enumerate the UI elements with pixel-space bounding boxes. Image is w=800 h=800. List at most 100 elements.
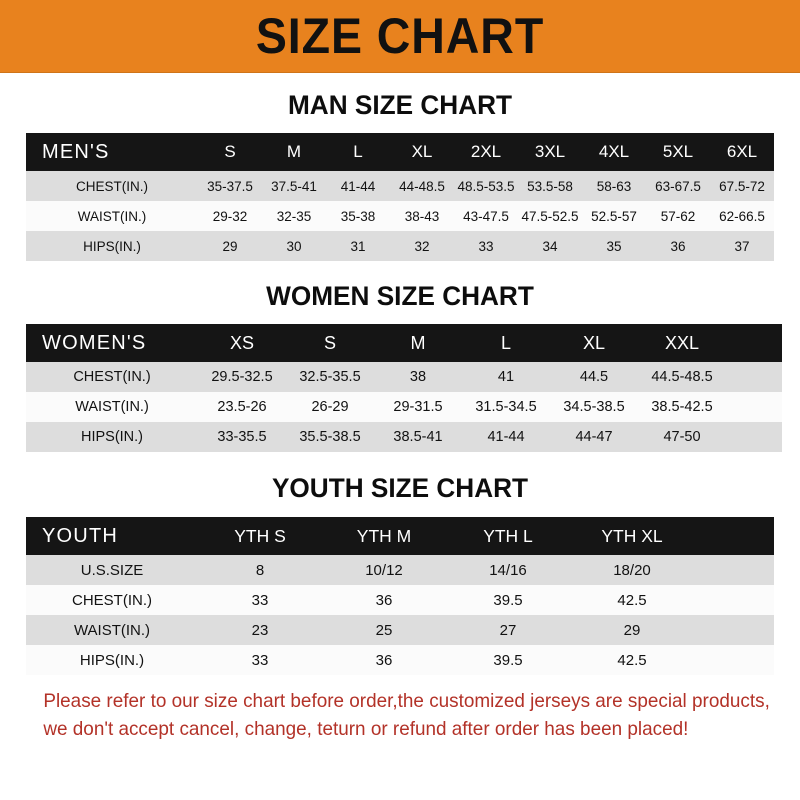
women-row-1-cell-0: 23.5-26 [217,399,267,415]
women-row-2-cell-3: 41-44 [487,429,525,445]
youth-header-row: YOUTH YTH S YTH M YTH L YTH XL [26,517,774,555]
women-row-2-cell-4: 44-47 [575,429,613,445]
women-size-col-5: XXL [664,332,700,353]
table-row: U.S.SIZE 8 10/12 14/16 18/20 [26,555,774,585]
order-policy-line-2: we don't accept cancel, change, teturn o… [43,718,689,741]
youth-row-0-cell-0: 8 [255,561,265,579]
men-size-col-0: S [224,142,236,161]
men-header-label: MEN'S [42,140,110,163]
table-row: WAIST(IN.) 29-32 32-35 35-38 38-43 43-47… [26,201,774,231]
men-row-0-label: CHEST(IN.) [76,178,148,194]
men-row-0-cell-7: 63-67.5 [655,178,701,194]
youth-size-col-1: YTH M [356,525,412,546]
youth-size-col-0: YTH S [234,525,286,546]
women-row-0-cell-0: 29.5-32.5 [211,369,273,385]
men-row-2-cell-4: 33 [478,238,494,254]
youth-header-spacer [694,517,774,555]
page-title: SIZE CHART [255,8,545,64]
youth-table-wrapper: YOUTH YTH S YTH M YTH L YTH XL U.S.SIZE … [26,517,774,675]
youth-size-col-2: YTH L [483,525,533,546]
men-row-0-cell-5: 53.5-58 [527,178,573,194]
men-size-col-2: L [353,142,363,161]
men-row-0-cell-6: 58-63 [596,178,632,194]
women-row-0-cell-3: 41 [497,369,515,385]
men-row-0-cell-8: 67.5-72 [719,178,765,194]
men-row-1-cell-6: 52.5-57 [591,208,637,224]
youth-row-3-cell-3: 42.5 [617,651,647,669]
women-header-spacer [726,324,782,362]
women-row-1-cell-1: 26-29 [311,399,349,415]
men-row-0-cell-4: 48.5-53.5 [457,178,515,194]
table-row: WAIST(IN.) 23.5-26 26-29 29-31.5 31.5-34… [26,392,782,422]
women-size-col-4: XL [582,332,606,353]
men-row-1-label: WAIST(IN.) [77,208,147,224]
table-row: HIPS(IN.) 33-35.5 35.5-38.5 38.5-41 41-4… [26,422,782,452]
women-row-2-cell-5: 47-50 [663,429,701,445]
youth-row-3-cell-0: 33 [251,651,269,669]
table-row: CHEST(IN.) 33 36 39.5 42.5 [26,585,774,615]
youth-row-1-cell-1: 36 [375,591,393,609]
women-row-0-cell-1: 32.5-35.5 [299,369,361,385]
men-row-1-cell-4: 43-47.5 [463,208,509,224]
youth-row-1-cell-2: 39.5 [493,591,523,609]
men-table-wrapper: MEN'S S M L XL 2XL 3XL 4XL 5XL 6XL CHEST… [26,133,774,261]
women-row-0-cell-2: 38 [409,369,427,385]
women-header-label: WOMEN'S [42,331,147,354]
men-size-col-4: 2XL [470,142,502,161]
women-size-col-2: M [410,332,426,353]
women-row-1-label: WAIST(IN.) [75,399,149,415]
order-policy-note: Please refer to our size chart before or… [22,675,769,744]
women-row-2-spacer [726,422,782,452]
youth-row-0-label: U.S.SIZE [80,561,144,579]
youth-row-2-cell-0: 23 [251,621,269,639]
youth-section-title: YOUTH SIZE CHART [271,473,529,503]
men-row-2-cell-2: 31 [350,238,366,254]
women-size-table: WOMEN'S XS S M L XL XXL CHEST(IN.) 29.5-… [26,324,782,452]
women-row-0-spacer [726,362,782,392]
men-row-0-cell-2: 41-44 [340,178,376,194]
men-row-2-cell-0: 29 [222,238,238,254]
women-row-2-label: HIPS(IN.) [80,429,144,445]
men-row-0-cell-3: 44-48.5 [399,178,445,194]
men-row-1-cell-0: 29-32 [212,208,248,224]
women-row-1-spacer [726,392,782,422]
men-row-2-cell-7: 36 [670,238,686,254]
women-row-2-cell-2: 38.5-41 [393,429,443,445]
page-banner: SIZE CHART [0,0,800,73]
men-row-2-cell-3: 32 [414,238,430,254]
men-header-row: MEN'S S M L XL 2XL 3XL 4XL 5XL 6XL [26,133,774,171]
table-row: HIPS(IN.) 29 30 31 32 33 34 35 36 37 [26,231,774,261]
table-row: HIPS(IN.) 33 36 39.5 42.5 [26,645,774,675]
men-size-col-7: 5XL [662,142,694,161]
women-size-col-1: S [323,332,336,353]
men-row-1-cell-8: 62-66.5 [719,208,765,224]
men-size-col-1: M [286,142,302,161]
women-row-1-cell-4: 34.5-38.5 [563,399,625,415]
women-section-title: WOMEN SIZE CHART [266,281,534,311]
men-row-2-cell-8: 37 [734,238,750,254]
women-row-0-label: CHEST(IN.) [73,369,151,385]
youth-row-0-cell-3: 18/20 [613,561,651,579]
youth-row-2-cell-3: 29 [623,621,641,639]
youth-size-col-3: YTH XL [601,525,663,546]
youth-row-1-cell-3: 42.5 [617,591,647,609]
men-row-1-cell-1: 32-35 [276,208,312,224]
men-row-1-cell-5: 47.5-52.5 [521,208,579,224]
youth-row-2-label: WAIST(IN.) [73,621,151,639]
women-row-1-cell-3: 31.5-34.5 [475,399,537,415]
men-row-0-cell-1: 37.5-41 [271,178,317,194]
women-row-1-cell-5: 38.5-42.5 [651,399,713,415]
men-size-col-3: XL [411,142,433,161]
men-row-2-cell-1: 30 [286,238,302,254]
table-row: WAIST(IN.) 23 25 27 29 [26,615,774,645]
men-row-0-cell-0: 35-37.5 [207,178,253,194]
youth-row-1-spacer [694,585,774,615]
youth-row-1-cell-0: 33 [251,591,269,609]
women-row-1-cell-2: 29-31.5 [393,399,443,415]
men-row-2-cell-5: 34 [542,238,558,254]
men-section-title: MAN SIZE CHART [287,90,513,120]
table-row: CHEST(IN.) 35-37.5 37.5-41 41-44 44-48.5… [26,171,774,201]
men-size-table: MEN'S S M L XL 2XL 3XL 4XL 5XL 6XL CHEST… [26,133,774,261]
men-row-1-cell-3: 38-43 [404,208,440,224]
